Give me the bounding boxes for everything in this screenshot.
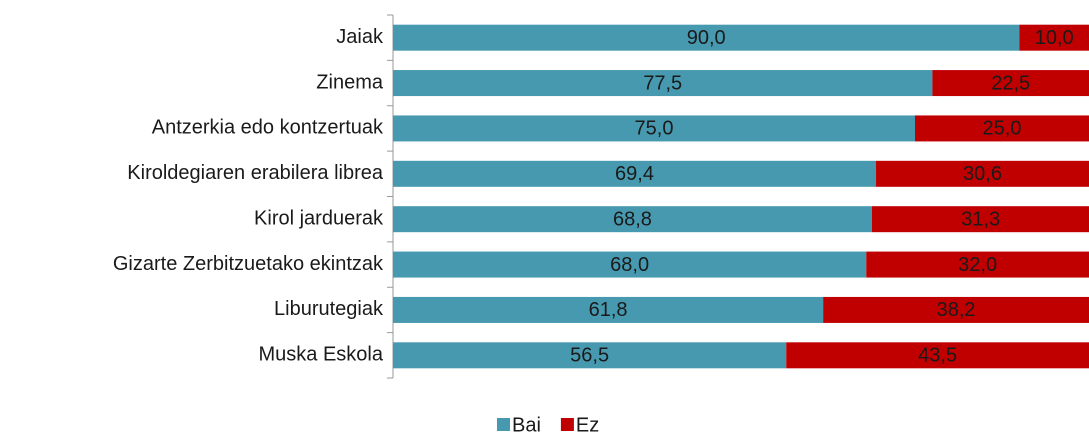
- legend-swatch: [560, 418, 574, 431]
- value-label: 22,5: [991, 72, 1030, 94]
- bar-segment: [393, 160, 877, 187]
- bar-segment: [866, 251, 1089, 278]
- value-label: 43,5: [918, 345, 957, 367]
- value-label: 31,3: [961, 208, 1000, 230]
- category-label: Muska Eskola: [259, 344, 384, 366]
- bar-segment: [932, 70, 1089, 97]
- value-label: 10,0: [1035, 27, 1074, 49]
- category-label: Kiroldegiaren erabilera librea: [127, 162, 384, 184]
- category-label: Antzerkia edo kontzertuak: [152, 117, 384, 139]
- bar-segment: [393, 115, 915, 142]
- bar-segment: [915, 115, 1089, 142]
- value-label: 68,0: [610, 254, 649, 276]
- value-label: 61,8: [589, 299, 628, 321]
- bar-segment: [1019, 24, 1089, 51]
- bar-segment: [393, 206, 872, 233]
- legend-label: Ez: [576, 414, 599, 434]
- bar-segment: [786, 342, 1089, 369]
- value-label: 32,0: [958, 254, 997, 276]
- legend-swatch: [497, 418, 510, 431]
- value-label: 75,0: [635, 118, 674, 140]
- bar-segment: [393, 342, 787, 369]
- value-label: 56,5: [570, 345, 609, 367]
- bar-segment: [393, 70, 933, 97]
- category-label: Kirol jarduerak: [254, 207, 384, 229]
- category-label: Jaiak: [336, 26, 384, 48]
- value-label: 30,6: [963, 163, 1002, 185]
- category-label: Zinema: [316, 71, 384, 93]
- bar-segment: [871, 206, 1089, 233]
- category-label: Liburutegiak: [274, 298, 384, 320]
- value-label: 77,5: [643, 72, 682, 94]
- bar-segment: [876, 160, 1089, 187]
- bar-segment: [823, 296, 1089, 323]
- value-label: 25,0: [983, 118, 1022, 140]
- value-label: 69,4: [615, 163, 654, 185]
- bar-segment: [393, 296, 824, 323]
- value-label: 90,0: [687, 27, 726, 49]
- legend-label: Bai: [512, 414, 541, 434]
- value-label: 68,8: [613, 208, 652, 230]
- bar-segment: [393, 251, 867, 278]
- category-label: Gizarte Zerbitzuetako ekintzak: [113, 253, 384, 275]
- value-label: 38,2: [937, 299, 976, 321]
- bar-segment: [393, 24, 1020, 51]
